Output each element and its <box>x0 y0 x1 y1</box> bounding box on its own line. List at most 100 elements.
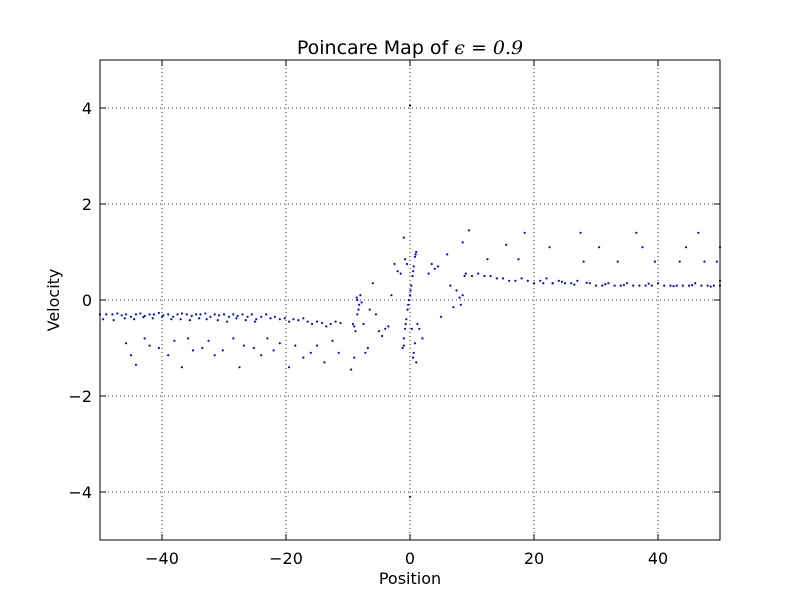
data-point <box>180 366 183 369</box>
data-point <box>687 284 691 287</box>
data-point <box>387 325 390 328</box>
data-point <box>250 313 253 316</box>
data-point <box>255 318 258 321</box>
y-tick-label: 2 <box>82 195 92 214</box>
data-point <box>213 313 216 316</box>
data-point <box>411 274 414 278</box>
data-point <box>216 319 219 322</box>
data-point <box>461 241 464 244</box>
data-point <box>681 284 684 287</box>
data-point <box>613 284 616 287</box>
data-point <box>235 317 238 320</box>
data-point <box>410 327 413 330</box>
data-point <box>412 356 415 359</box>
data-point <box>227 315 231 318</box>
data-point <box>359 294 362 297</box>
data-point <box>495 277 498 280</box>
data-point <box>697 231 700 234</box>
x-tick-label: 20 <box>524 549 544 568</box>
data-point <box>123 317 126 320</box>
data-point <box>414 253 417 256</box>
data-point <box>709 285 712 288</box>
data-point <box>684 246 688 249</box>
data-point <box>625 282 629 285</box>
data-point <box>402 236 405 239</box>
data-point <box>315 320 319 323</box>
data-point <box>129 354 133 357</box>
data-point <box>402 337 405 340</box>
data-point <box>413 342 417 345</box>
data-point <box>604 283 607 286</box>
data-point <box>486 258 489 261</box>
data-point <box>384 327 387 330</box>
data-point <box>133 318 136 321</box>
data-point <box>514 279 517 282</box>
data-point <box>647 282 650 285</box>
data-point <box>439 315 443 318</box>
data-point <box>278 342 281 345</box>
data-point <box>173 339 176 342</box>
data-point <box>294 344 297 347</box>
data-point <box>408 104 412 107</box>
data-point <box>170 318 173 321</box>
data-point <box>408 294 412 297</box>
chart-title: Poincare Map of ϵ = 0.9 <box>297 37 523 59</box>
data-point <box>672 284 675 288</box>
data-point <box>501 277 505 280</box>
data-point <box>517 258 520 261</box>
data-point <box>607 282 610 285</box>
data-point <box>644 284 647 287</box>
data-point <box>105 313 108 316</box>
data-point <box>320 321 324 325</box>
data-point <box>405 262 408 266</box>
data-point <box>323 361 326 364</box>
data-point <box>152 313 156 316</box>
data-point <box>143 314 146 317</box>
data-point <box>463 274 466 278</box>
data-point <box>427 272 430 275</box>
data-point <box>470 274 474 278</box>
data-point <box>283 317 286 320</box>
x-tick-label: −20 <box>269 549 303 568</box>
data-point <box>273 315 276 318</box>
x-tick-label: −40 <box>145 549 179 568</box>
data-point <box>167 354 170 357</box>
data-point <box>354 330 357 333</box>
data-point <box>377 330 381 333</box>
data-point <box>477 272 480 275</box>
data-point <box>191 349 195 352</box>
data-point <box>157 311 160 315</box>
data-point <box>430 262 433 266</box>
data-point <box>467 229 470 232</box>
data-point <box>678 260 681 263</box>
data-point <box>413 255 417 258</box>
data-point <box>139 312 142 315</box>
data-point <box>539 279 542 282</box>
data-point <box>407 298 410 302</box>
data-point <box>403 258 407 261</box>
data-point <box>415 361 418 364</box>
data-point <box>288 366 291 369</box>
data-point <box>337 351 340 354</box>
data-point <box>325 325 328 328</box>
data-point <box>412 265 415 268</box>
data-point <box>464 272 467 275</box>
data-point <box>410 284 413 287</box>
data-point <box>505 243 508 246</box>
data-point <box>691 284 694 287</box>
data-point <box>703 260 706 263</box>
data-point <box>221 349 224 352</box>
data-point <box>570 282 573 285</box>
data-point <box>715 260 719 263</box>
data-point <box>700 284 703 287</box>
data-point <box>162 314 165 317</box>
data-point <box>142 316 145 319</box>
data-point <box>563 282 567 285</box>
data-point <box>393 262 396 266</box>
y-tick-label: −2 <box>68 387 92 406</box>
data-point <box>523 231 526 234</box>
chart-title-text: Poincare Map of <box>297 37 454 59</box>
data-point <box>195 313 198 316</box>
data-point <box>204 312 207 315</box>
